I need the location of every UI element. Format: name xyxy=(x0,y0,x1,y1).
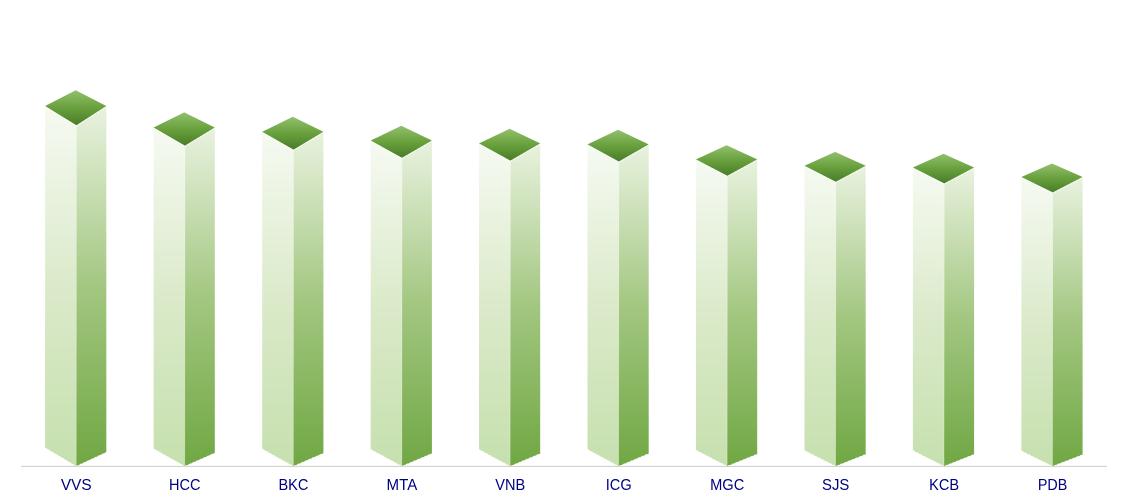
svg-text:KCB: KCB xyxy=(929,477,959,494)
svg-text:MTA: MTA xyxy=(387,477,418,494)
svg-text:VNB: VNB xyxy=(495,477,525,494)
svg-text:SJS: SJS xyxy=(822,477,849,494)
svg-text:MGC: MGC xyxy=(710,477,744,494)
svg-text:ICG: ICG xyxy=(606,477,632,494)
svg-text:PDB: PDB xyxy=(1038,477,1067,494)
svg-text:HCC: HCC xyxy=(169,477,201,494)
svg-text:VVS: VVS xyxy=(61,477,92,494)
svg-text:BKC: BKC xyxy=(278,477,308,494)
